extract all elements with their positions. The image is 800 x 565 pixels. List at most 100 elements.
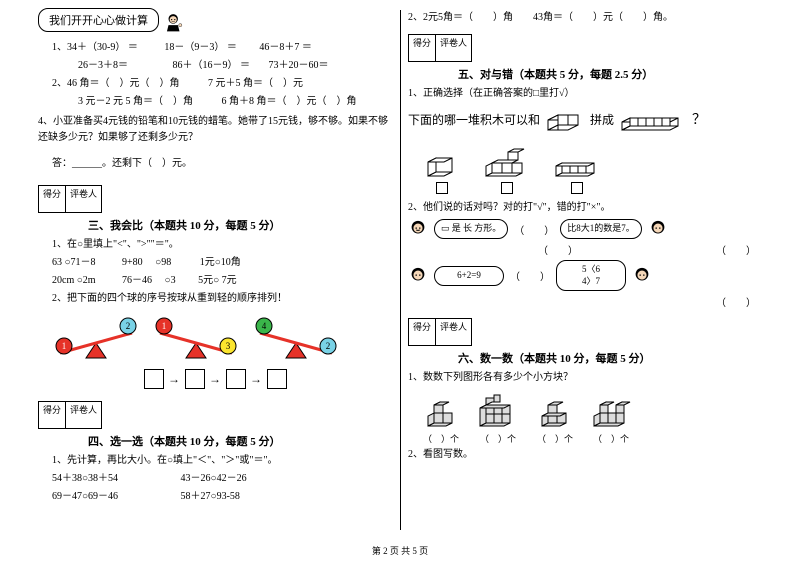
seq-box-1 [144,369,164,389]
option-b [482,146,532,194]
options-row [422,146,762,194]
q-text2: 拼成 [590,111,614,130]
grader-label: 评卷人 [436,319,471,345]
girl-icon [162,11,186,33]
cubes-icon [536,396,574,432]
count-label: （ ）个 [476,432,520,445]
paren: （ ） [514,222,554,237]
section4-title: 四、选一选（本题共 10 分，每题 5 分） [88,433,392,449]
grader-label: 评卷人 [436,35,471,61]
sec6-intro: 1、数数下列图形各有多少个小方块？ [408,370,762,386]
checkbox[interactable] [436,182,448,194]
cube-fig-1: （ ）个 [422,396,460,445]
left-column: 我们开开心心做计算 1、34＋（30-9） ＝ 18－（9－3） ＝ 46－8＋… [30,8,400,540]
sec5-intro: 1、正确选择（在正确答案的□里打√） [408,86,762,102]
cubes-icon [590,392,632,432]
option-c-icon [552,146,602,182]
score-label: 得分 [409,35,436,61]
child-face-icon [632,266,652,286]
svg-text:3: 3 [226,341,231,351]
arrow-icon: → [168,372,180,387]
c2a: 26－3＋8＝ [64,60,128,71]
happy-bubble: 我们开开心心做计算 [38,8,159,32]
score-box-6: 得分 评卷人 [408,318,472,346]
c1b: 18－（9－3） ＝ [164,42,237,53]
svg-text:2: 2 [126,321,131,331]
checkbox[interactable] [571,182,583,194]
paren: （ ） [510,268,550,283]
seq-box-2 [185,369,205,389]
calc-row3: 2、46 角＝（ ）元（ ）角 7 元＋5 角＝（ ）元 [38,76,392,92]
arrow-icon: → [209,372,221,387]
c1a: 1、34＋（30-9） ＝ [38,42,138,53]
sec4-intro: 1、先计算，再比大小。在○填上"＜"、"＞"或"＝"。 [38,453,392,469]
cubes-icon [422,396,460,432]
svg-text:4: 4 [262,321,267,331]
c3b: 7 元＋5 角＝（ ）元 [208,78,303,89]
score-label: 得分 [39,186,66,212]
paren: （ ） [538,242,578,257]
sec6-part2: 2、看图写数。 [408,447,762,463]
judge-row-2: 6+2=9 （ ） 5〈64〉7 [408,260,762,291]
target-shape-2-icon [618,106,688,136]
speech-1: ▭ 是 长 方形。 [434,219,508,239]
sequence-boxes: → → → [38,369,392,389]
option-a-icon [422,146,462,182]
calc-row4: 3 元－2 元 5 角＝（ ）角 6 角＋8 角＝（ ）元（ ）角 [38,94,392,110]
child-face-icon [408,266,428,286]
compare-intro: 1、在○里填上"<"、">""＝"。 [38,237,392,253]
word-problem: 4、小亚准备买4元钱的铅笔和10元钱的蜡笔。她带了15元钱，够不够。如果不够还缺… [38,114,392,146]
q-text: 下面的哪一堆积木可以和 [408,111,540,130]
paren: （ ） [716,294,756,309]
top-fill: 2、2元5角＝（ ）角 43角＝（ ）元（ ）角。 [408,10,762,26]
cube-figures: （ ）个 （ ）个 （ ）个 [422,392,762,445]
sec5-question: 下面的哪一堆积木可以和 拼成 [408,106,762,136]
cr2c: 5元○ 7元 [198,275,237,286]
page-container: 我们开开心心做计算 1、34＋（30-9） ＝ 18－（9－3） ＝ 46－8＋… [0,0,800,540]
judge-row-1: ▭ 是 长 方形。 （ ） 比8大1的数是7。 [408,219,762,239]
cube-fig-2: （ ）个 [476,392,520,445]
checkbox[interactable] [501,182,513,194]
c4b: 6 角＋8 角＝（ ）元（ ）角 [222,96,357,107]
cr2b: 76－46 ○3 [122,275,176,286]
score-label: 得分 [39,402,66,428]
paren: （ ） [716,242,756,257]
svg-text:1: 1 [62,341,67,351]
section5-title: 五、对与错（本题共 5 分，每题 2.5 分） [458,66,762,82]
cr1c: 1元○10角 [200,257,241,268]
sec4-r2: 69－47○69－46 58＋27○93-58 [38,489,392,505]
section3-title: 三、我会比（本题共 10 分，每题 5 分） [88,217,392,233]
s4r1a: 54＋38○38＋54 [52,473,118,484]
cr2a: 20cm ○2m [38,275,96,286]
score-label: 得分 [409,319,436,345]
calc-row1: 1、34＋（30-9） ＝ 18－（9－3） ＝ 46－8＋7 ＝ [38,40,392,56]
answer-stub: 答：______。还剩下（ ）元。 [52,154,392,169]
grader-label: 评卷人 [66,186,101,212]
count-label: （ ）个 [590,432,632,445]
page-footer: 第 2 页 共 5 页 [0,544,800,557]
grader-label: 评卷人 [66,402,101,428]
right-column: 2、2元5角＝（ ）角 43角＝（ ）元（ ）角。 得分 评卷人 五、对与错（本… [400,8,770,540]
compare-r1: 63 ○71－8 9+80 ○98 1元○10角 [38,255,392,271]
seq-box-3 [226,369,246,389]
target-shape-1-icon [544,106,586,136]
cube-fig-4: （ ）个 [590,392,632,445]
c2b: 86＋（16－9） ＝ [173,60,251,71]
option-c [552,146,602,194]
score-box-3: 得分 评卷人 [38,185,102,213]
score-box-4: 得分 评卷人 [38,401,102,429]
sec5-part2: 2、他们说的话对吗？对的打"√"，错的打"×"。 [408,200,762,216]
paren-row: （ ） [408,294,762,309]
cube-fig-3: （ ）个 [536,396,574,445]
score-box-5: 得分 评卷人 [408,34,472,62]
option-a [422,146,462,194]
svg-text:2: 2 [326,341,331,351]
arrow-icon: → [250,372,262,387]
count-label: （ ）个 [536,432,574,445]
svg-text:1: 1 [162,321,167,331]
bubble-row: 我们开开心心做计算 [38,8,392,38]
child-face-icon [648,219,668,239]
count-label: （ ）个 [422,432,460,445]
compare-r2: 20cm ○2m 76－46 ○3 5元○ 7元 [38,273,392,289]
c3a: 2、46 角＝（ ）元（ ）角 [38,78,180,89]
